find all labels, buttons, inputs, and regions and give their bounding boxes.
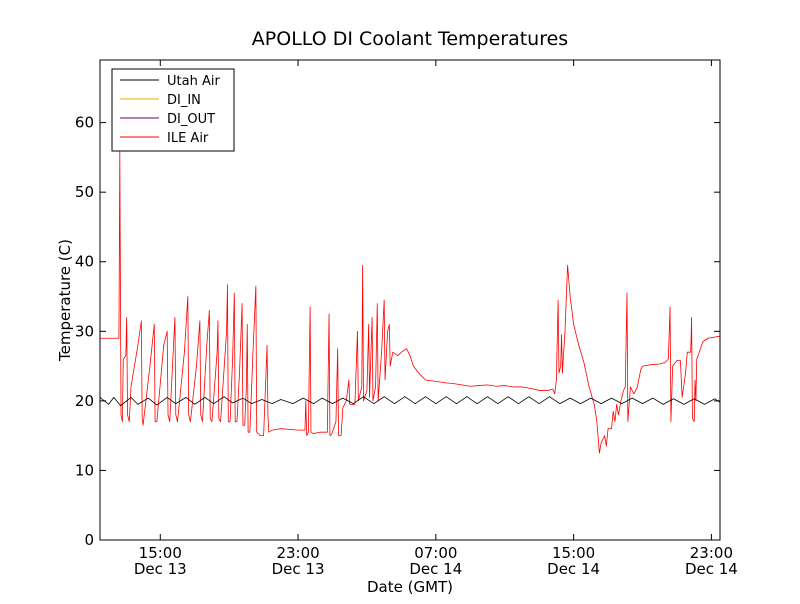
series-layer [100,150,720,454]
y-tick-label: 60 [75,114,94,132]
x-tick-label-date: Dec 13 [134,560,187,578]
x-axis-label: Date (GMT) [367,578,453,596]
y-tick-label: 50 [75,183,94,201]
legend-label: ILE Air [167,131,209,146]
legend-label: Utah Air [167,74,220,89]
y-tick-label: 30 [75,322,94,340]
y-tick-label: 40 [75,253,94,271]
x-tick-label-date: Dec 13 [272,560,325,578]
x-tick-label-time: 07:00 [414,544,457,562]
legend-label: DI_IN [167,93,201,108]
legend: Utah Air DI_IN DI_OUT ILE Air [111,68,235,152]
series-line-ile-air [100,150,720,454]
y-axis-label: Temperature (C) [56,239,74,362]
x-tick-label-time: 15:00 [139,544,182,562]
y-tick-label: 0 [84,531,94,549]
x-tick-label-date: Dec 14 [409,560,462,578]
legend-label: DI_OUT [167,112,215,127]
plot-frame [99,59,721,541]
y-tick-label: 10 [75,461,94,479]
x-tick-label-date: Dec 14 [685,560,738,578]
series-line-utah-air [100,396,720,407]
x-tick-label-time: 15:00 [552,544,595,562]
x-tick-label-date: Dec 14 [547,560,600,578]
chart-title: APOLLO DI Coolant Temperatures [252,28,568,50]
x-tick-label-time: 23:00 [276,544,319,562]
y-tick-label: 20 [75,392,94,410]
x-tick-label-time: 23:00 [690,544,733,562]
